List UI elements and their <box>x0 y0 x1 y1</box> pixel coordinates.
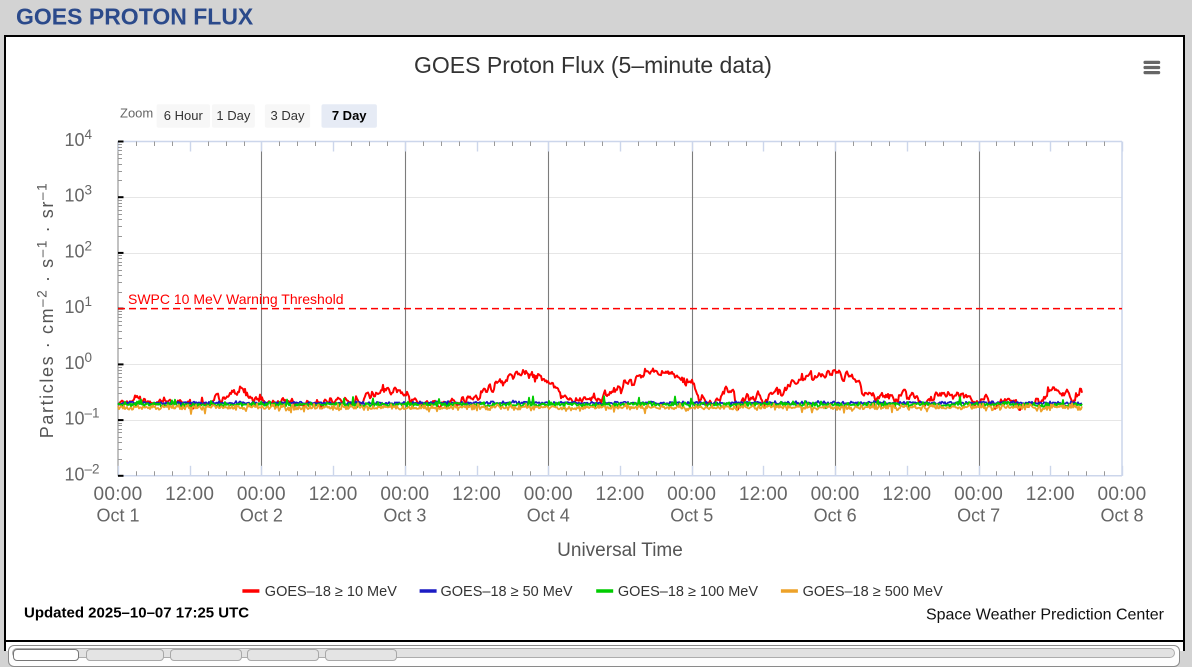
svg-text:00:00: 00:00 <box>380 484 429 505</box>
svg-text:00:00: 00:00 <box>237 484 286 505</box>
svg-text:3 Day: 3 Day <box>271 108 305 123</box>
svg-text:Space Weather Prediction Cente: Space Weather Prediction Center <box>926 607 1165 624</box>
svg-text:Zoom: Zoom <box>120 106 153 121</box>
svg-text:103: 103 <box>65 183 93 206</box>
svg-text:Universal Time: Universal Time <box>557 540 683 561</box>
svg-text:1 Day: 1 Day <box>216 108 250 123</box>
svg-text:GOES–18 ≥ 500 MeV: GOES–18 ≥ 500 MeV <box>803 584 943 600</box>
svg-text:00:00: 00:00 <box>954 484 1003 505</box>
svg-text:GOES–18 ≥ 50 MeV: GOES–18 ≥ 50 MeV <box>441 584 573 600</box>
svg-text:Updated 2025–10–07 17:25 UTC: Updated 2025–10–07 17:25 UTC <box>24 605 249 622</box>
svg-text:12:00: 12:00 <box>882 484 931 505</box>
svg-text:10–1: 10–1 <box>65 406 100 429</box>
svg-text:00:00: 00:00 <box>811 484 860 505</box>
svg-text:00:00: 00:00 <box>667 484 716 505</box>
svg-text:00:00: 00:00 <box>1097 484 1146 505</box>
svg-text:Particles · cm–2 · s–1 · sr–1: Particles · cm–2 · s–1 · sr–1 <box>35 182 58 438</box>
svg-text:102: 102 <box>65 238 93 261</box>
svg-text:12:00: 12:00 <box>309 484 358 505</box>
svg-text:00:00: 00:00 <box>524 484 573 505</box>
svg-text:Oct 7: Oct 7 <box>957 506 1000 526</box>
svg-text:12:00: 12:00 <box>452 484 501 505</box>
svg-text:Oct 5: Oct 5 <box>670 506 713 526</box>
svg-text:GOES–18 ≥ 100 MeV: GOES–18 ≥ 100 MeV <box>618 584 758 600</box>
svg-text:100: 100 <box>65 350 93 373</box>
svg-text:12:00: 12:00 <box>1026 484 1075 505</box>
svg-text:GOES–18 ≥ 10 MeV: GOES–18 ≥ 10 MeV <box>265 584 397 600</box>
svg-text:Oct 3: Oct 3 <box>383 506 426 526</box>
svg-text:7 Day: 7 Day <box>332 108 367 123</box>
svg-text:10–2: 10–2 <box>65 461 100 484</box>
svg-text:GOES PROTON FLUX: GOES PROTON FLUX <box>16 4 254 30</box>
svg-text:Oct 1: Oct 1 <box>96 506 139 526</box>
svg-text:12:00: 12:00 <box>165 484 214 505</box>
svg-text:SWPC 10 MeV Warning Threshold: SWPC 10 MeV Warning Threshold <box>128 291 344 307</box>
svg-text:6 Hour: 6 Hour <box>164 108 204 123</box>
svg-text:12:00: 12:00 <box>595 484 644 505</box>
svg-text:104: 104 <box>65 127 93 150</box>
svg-text:GOES Proton Flux (5–minute dat: GOES Proton Flux (5–minute data) <box>414 52 772 78</box>
svg-text:Oct 2: Oct 2 <box>240 506 283 526</box>
svg-text:Oct 8: Oct 8 <box>1100 506 1143 526</box>
svg-text:00:00: 00:00 <box>93 484 142 505</box>
svg-text:Oct 6: Oct 6 <box>814 506 857 526</box>
svg-text:12:00: 12:00 <box>739 484 788 505</box>
svg-text:101: 101 <box>65 294 93 317</box>
svg-text:Oct 4: Oct 4 <box>527 506 570 526</box>
